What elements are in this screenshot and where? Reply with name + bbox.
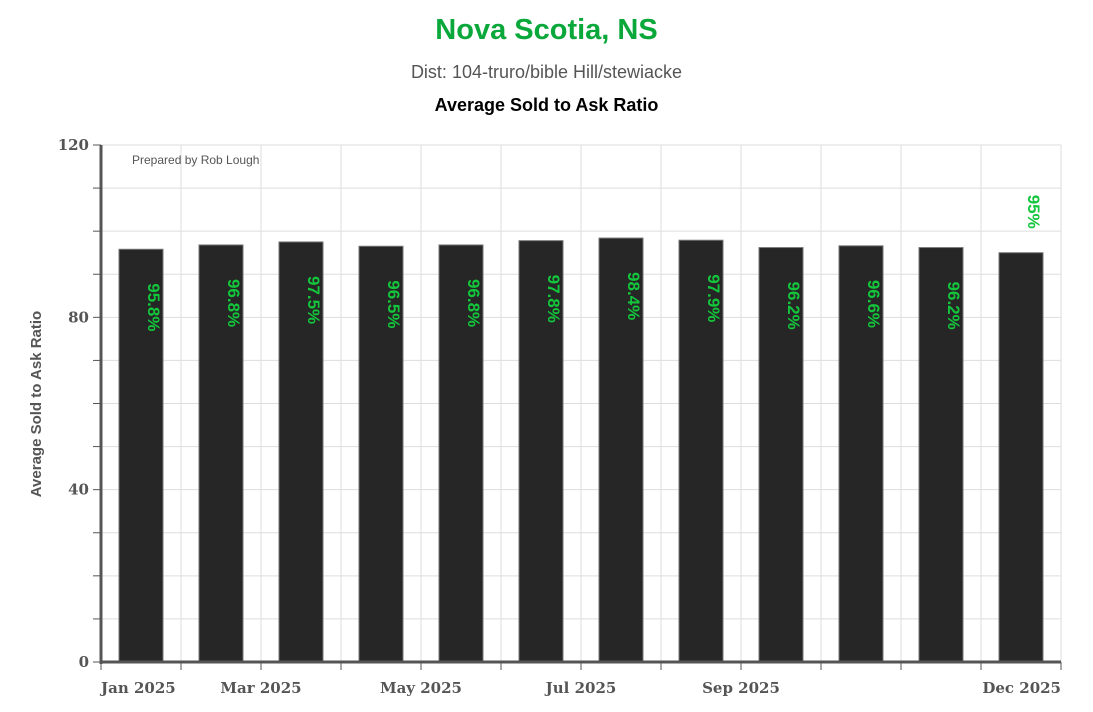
bar xyxy=(758,247,804,663)
data-label: 96.8% xyxy=(224,279,243,327)
page-title: Nova Scotia, NS xyxy=(435,14,658,46)
data-label: 98.4% xyxy=(624,272,643,320)
x-tick-label: May 2025 xyxy=(380,679,462,697)
data-label: 97.9% xyxy=(704,274,723,322)
x-tick-label: Dec 2025 xyxy=(982,679,1061,697)
x-tick-label: Jul 2025 xyxy=(544,679,617,697)
bar xyxy=(198,244,244,663)
bar xyxy=(438,244,484,663)
bar xyxy=(118,248,164,663)
data-label: 96.5% xyxy=(384,280,403,328)
data-label: 96.2% xyxy=(784,282,803,330)
data-label: 96.6% xyxy=(864,280,883,328)
data-label: 95.8% xyxy=(144,283,163,331)
data-label: 96.2% xyxy=(944,282,963,330)
chart-title: Average Sold to Ask Ratio xyxy=(434,95,659,115)
y-tick-label: 40 xyxy=(68,481,89,499)
data-label: 95% xyxy=(1024,195,1043,229)
y-tick-label: 80 xyxy=(68,308,89,326)
y-tick-label: 120 xyxy=(58,136,89,154)
x-tick-label: Jan 2025 xyxy=(99,679,176,697)
data-label: 97.5% xyxy=(304,276,323,324)
data-label: 96.8% xyxy=(464,279,483,327)
x-tick-label: Mar 2025 xyxy=(220,679,301,697)
prepared-by-annotation: Prepared by Rob Lough xyxy=(132,153,259,167)
x-tick-label: Sep 2025 xyxy=(702,679,780,697)
bar xyxy=(998,252,1044,663)
bar xyxy=(838,245,884,663)
page-subtitle: Dist: 104-truro/bible Hill/stewiacke xyxy=(410,62,683,82)
data-label: 97.8% xyxy=(544,275,563,323)
y-axis-label: Average Sold to Ask Ratio xyxy=(28,311,45,497)
y-tick-label: 0 xyxy=(79,653,89,671)
bar xyxy=(918,247,964,663)
bar xyxy=(518,240,564,663)
